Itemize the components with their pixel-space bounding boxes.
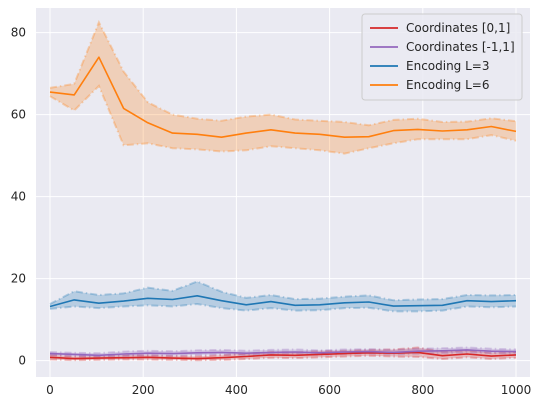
series-line-2 xyxy=(49,294,517,308)
band-upper-edge-3 xyxy=(49,19,517,127)
series-lines xyxy=(49,56,517,360)
band-lower-edge-3 xyxy=(49,84,517,155)
y-tick-label: 80 xyxy=(11,26,26,40)
confidence-bands xyxy=(49,19,517,362)
legend-label: Encoding L=3 xyxy=(406,59,490,73)
legend-label: Encoding L=6 xyxy=(406,78,490,92)
x-tick-label: 600 xyxy=(318,383,341,397)
y-tick-label: 40 xyxy=(11,190,26,204)
band-3 xyxy=(50,22,516,154)
y-axis-ticks: 0 20 40 60 80 xyxy=(11,26,26,368)
series-line-3 xyxy=(49,56,517,138)
series-line-0 xyxy=(49,351,517,360)
x-tick-label: 800 xyxy=(411,383,434,397)
legend: Coordinates [0,1] Coordinates [-1,1] Encod… xyxy=(361,13,523,101)
legend-box xyxy=(361,13,523,101)
band-lower-edge-2 xyxy=(49,302,517,313)
x-tick-label: 1000 xyxy=(501,383,532,397)
x-tick-label: 0 xyxy=(46,383,54,397)
band-upper-edge-1 xyxy=(49,346,517,355)
y-tick-label: 0 xyxy=(18,354,26,368)
band-upper-edge-2 xyxy=(49,280,517,305)
legend-label: Coordinates [0,1] xyxy=(406,21,510,35)
band-lower-edge-1 xyxy=(49,351,517,358)
y-tick-label: 20 xyxy=(11,272,26,286)
band-lower-edge-0 xyxy=(49,354,517,362)
band-0 xyxy=(50,347,516,361)
legend-label: Coordinates [-1,1] xyxy=(406,40,515,54)
series-line-1 xyxy=(49,349,517,357)
band-2 xyxy=(50,281,516,312)
y-tick-label: 60 xyxy=(11,108,26,122)
x-tick-label: 400 xyxy=(225,383,248,397)
x-axis-ticks: 0 200 400 600 800 1000 xyxy=(46,383,531,397)
x-tick-label: 200 xyxy=(132,383,155,397)
